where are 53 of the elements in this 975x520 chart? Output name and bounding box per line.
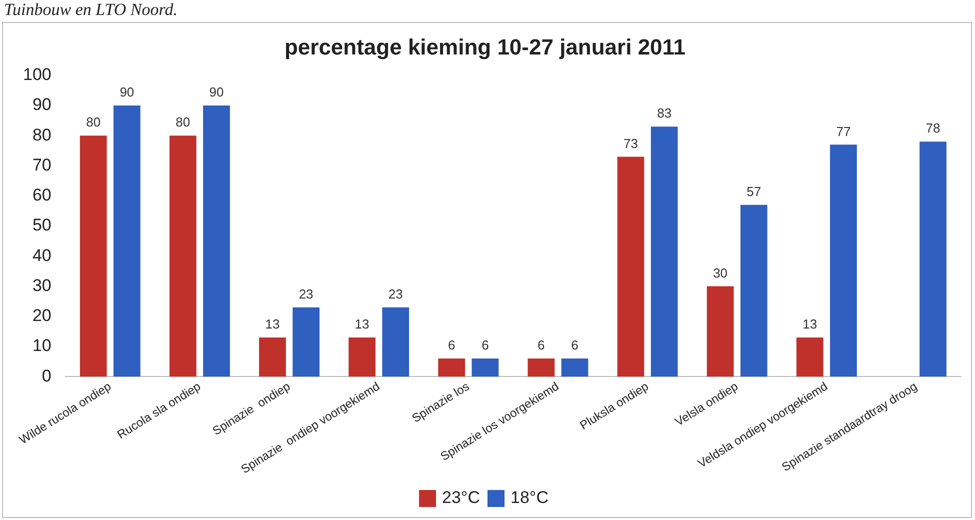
bar [740,204,768,377]
data-label: 6 [448,338,456,353]
y-tick-label: 60 [32,186,52,205]
bar [650,126,678,377]
data-label: 6 [538,338,545,353]
y-tick-label: 30 [32,276,52,295]
y-tick-label: 80 [32,125,52,144]
data-label: 13 [265,316,280,332]
bar [203,106,230,377]
data-label: 23 [298,286,314,302]
data-label: 13 [802,316,818,332]
data-label: 80 [86,114,101,130]
bar [438,358,466,377]
bar [114,106,140,377]
bar [382,307,410,377]
bar [796,337,824,377]
bar [561,358,588,377]
data-label: 6 [571,338,578,353]
bar [528,358,555,377]
y-tick-label: 50 [32,216,52,235]
bar [706,286,734,377]
bar [259,337,286,377]
y-tick-label: 0 [42,366,52,386]
legend-label: 23°C [442,488,480,508]
y-tick-label: 20 [32,306,52,326]
data-label: 90 [209,84,224,100]
data-label: 78 [926,120,940,136]
y-tick-label: 90 [32,95,52,114]
bar [472,358,499,377]
data-label: 80 [176,114,190,130]
y-tick-label: 10 [32,336,52,356]
y-tick-label: 40 [32,246,52,265]
bar [830,144,857,377]
data-label: 6 [482,338,489,353]
data-label: 13 [354,316,370,332]
data-label: 57 [746,184,762,199]
data-label: 90 [120,84,134,100]
bar [348,337,376,377]
text: Tuinbouw en LTO Noord. [4,0,178,20]
legend-label: 18°C [510,488,548,508]
y-tick-label: 70 [32,155,52,174]
data-label: 73 [624,136,638,151]
bar [920,142,946,377]
data-label: 77 [836,124,851,139]
data-label: 83 [657,106,672,121]
bar [292,307,320,377]
chart-title: percentage kieming 10-27 januari 2011 [284,34,686,60]
data-label: 30 [713,265,728,280]
bar [169,136,196,377]
bar [617,156,644,377]
y-tick-label: 100 [22,65,52,84]
data-label: 23 [388,286,403,302]
bar [80,136,107,377]
